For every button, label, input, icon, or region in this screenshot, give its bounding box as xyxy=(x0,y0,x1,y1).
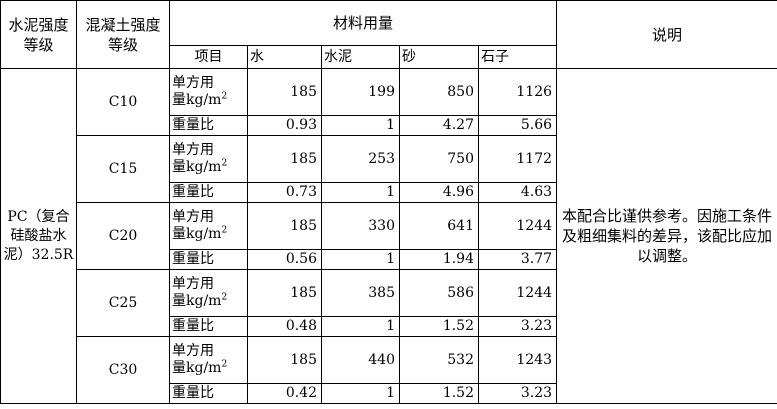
header-concrete-strength: 混凝土强度等级 xyxy=(76,0,170,69)
grade-cell: C30 xyxy=(76,336,170,404)
ratio-cement: 1 xyxy=(321,249,400,270)
ratio-cement: 1 xyxy=(321,316,400,337)
grade-cell: C15 xyxy=(76,135,170,203)
header-col-water: 水 xyxy=(247,45,322,69)
usage-water: 185 xyxy=(247,68,322,116)
row-label-unit-usage: 单方用 量kg/m2 xyxy=(169,68,248,116)
usage-cement: 199 xyxy=(321,68,400,116)
usage-water: 185 xyxy=(247,269,322,317)
cement-type-cell: PC（复合硅酸盐水泥）32.5R xyxy=(0,68,77,404)
ratio-water: 0.42 xyxy=(247,383,322,404)
row-label-weight-ratio: 重量比 xyxy=(169,115,248,136)
ratio-stone: 4.63 xyxy=(477,182,558,203)
grade-cell: C10 xyxy=(76,68,170,136)
header-col-stone: 石子 xyxy=(477,45,558,69)
usage-water: 185 xyxy=(247,336,322,384)
ratio-stone: 3.23 xyxy=(477,316,558,337)
grade-cell: C25 xyxy=(76,269,170,337)
usage-cement: 253 xyxy=(321,135,400,183)
usage-stone: 1244 xyxy=(477,269,558,317)
note-cell: 本配合比谨供参考。因施工条件及粗细集料的差异，该配比应加以调整。 xyxy=(556,68,777,404)
usage-water: 185 xyxy=(247,135,322,183)
row-label-unit-usage: 单方用 量kg/m2 xyxy=(169,336,248,384)
row-label-weight-ratio: 重量比 xyxy=(169,182,248,203)
header-materials: 材料用量 xyxy=(168,0,558,46)
ratio-sand: 1.52 xyxy=(399,383,479,404)
header-cement-strength: 水泥强度等级 xyxy=(0,0,77,69)
usage-water: 185 xyxy=(247,202,322,250)
usage-cement: 385 xyxy=(321,269,400,317)
ratio-water: 0.56 xyxy=(247,249,322,270)
row-label-weight-ratio: 重量比 xyxy=(169,249,248,270)
ratio-cement: 1 xyxy=(321,383,400,404)
usage-stone: 1172 xyxy=(477,135,558,183)
row-label-unit-usage: 单方用 量kg/m2 xyxy=(169,269,248,317)
usage-sand: 586 xyxy=(399,269,479,317)
header-note: 说明 xyxy=(556,0,777,69)
usage-stone: 1244 xyxy=(477,202,558,250)
usage-cement: 330 xyxy=(321,202,400,250)
usage-cement: 440 xyxy=(321,336,400,384)
ratio-water: 0.73 xyxy=(247,182,322,203)
ratio-cement: 1 xyxy=(321,182,400,203)
ratio-stone: 3.77 xyxy=(477,249,558,270)
ratio-sand: 4.27 xyxy=(399,115,479,136)
ratio-sand: 1.52 xyxy=(399,316,479,337)
row-label-weight-ratio: 重量比 xyxy=(169,383,248,404)
header-col-sand: 砂 xyxy=(399,45,479,69)
row-label-unit-usage: 单方用 量kg/m2 xyxy=(169,202,248,250)
usage-sand: 750 xyxy=(399,135,479,183)
row-label-unit-usage: 单方用 量kg/m2 xyxy=(169,135,248,183)
usage-sand: 850 xyxy=(399,68,479,116)
usage-stone: 1126 xyxy=(477,68,558,116)
usage-stone: 1243 xyxy=(477,336,558,384)
grade-cell: C20 xyxy=(76,202,170,270)
ratio-water: 0.48 xyxy=(247,316,322,337)
ratio-stone: 3.23 xyxy=(477,383,558,404)
row-label-weight-ratio: 重量比 xyxy=(169,316,248,337)
ratio-water: 0.93 xyxy=(247,115,322,136)
ratio-sand: 4.96 xyxy=(399,182,479,203)
header-item: 项目 xyxy=(169,45,248,69)
ratio-cement: 1 xyxy=(321,115,400,136)
usage-sand: 641 xyxy=(399,202,479,250)
ratio-stone: 5.66 xyxy=(477,115,558,136)
usage-sand: 532 xyxy=(399,336,479,384)
header-col-cement: 水泥 xyxy=(321,45,400,69)
ratio-sand: 1.94 xyxy=(399,249,479,270)
